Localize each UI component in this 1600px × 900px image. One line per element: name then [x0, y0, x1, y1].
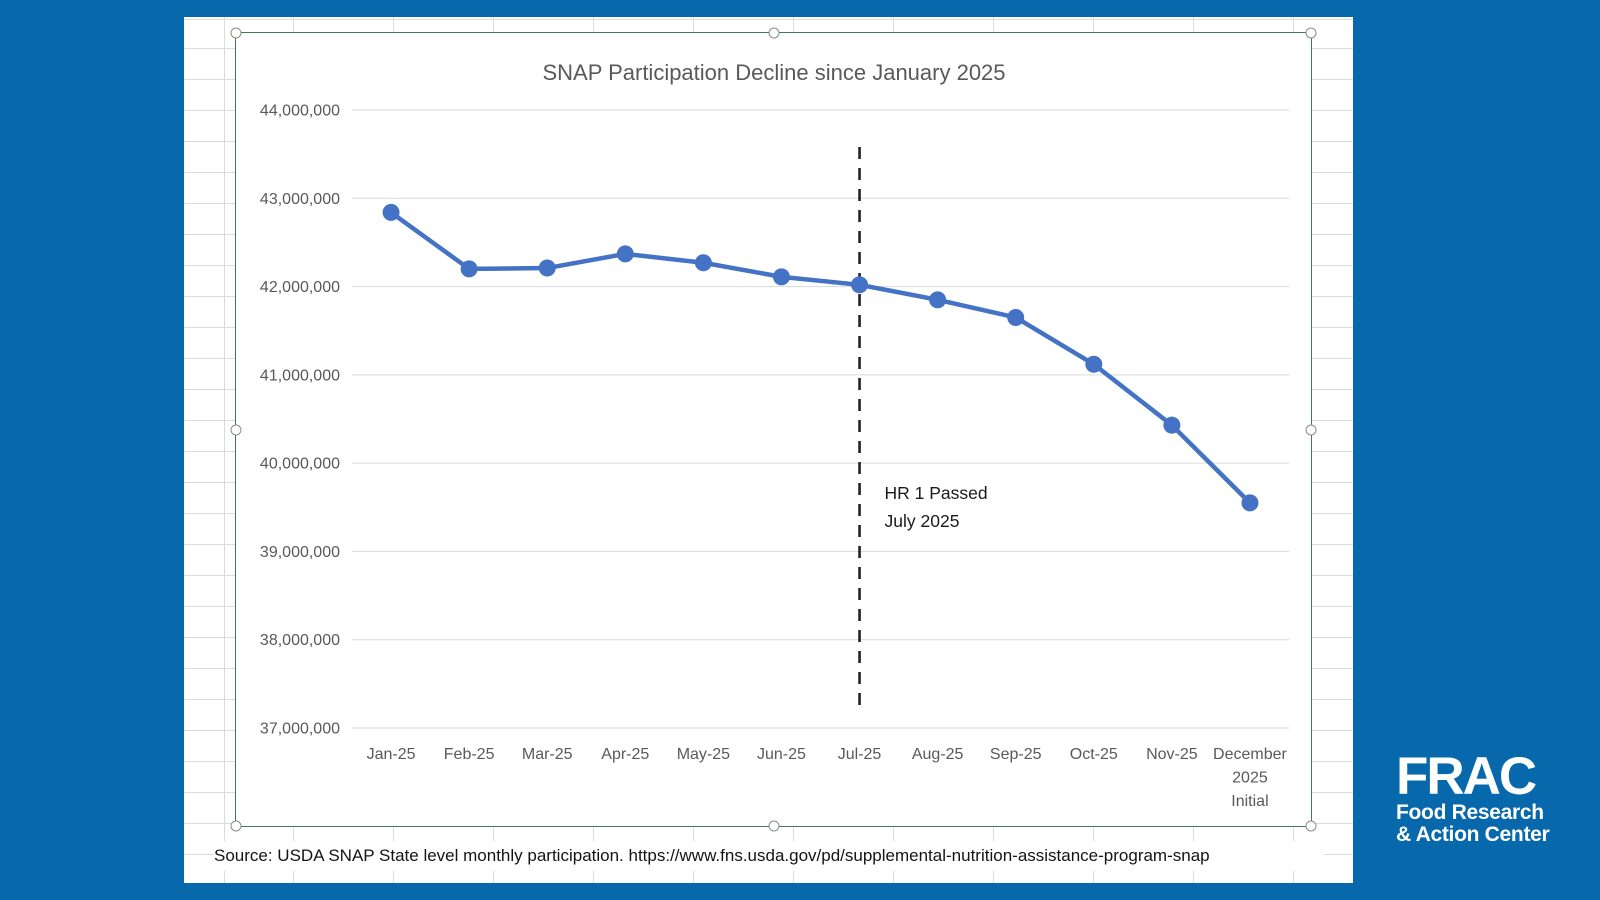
frac-logo-line1: Food Research [1396, 801, 1544, 824]
series-line [389, 210, 1253, 506]
y-tick-label: 38,000,000 [260, 633, 340, 650]
x-tick-label: Feb-25 [444, 746, 495, 763]
data-point-marker [929, 291, 947, 309]
selection-handle-nw[interactable] [230, 27, 242, 39]
x-tick-label: Jun-25 [757, 746, 806, 763]
data-point-marker [617, 245, 635, 263]
selection-handle-w[interactable] [230, 424, 242, 435]
data-point-marker [1241, 494, 1259, 512]
x-tick-label: Jul-25 [838, 746, 882, 763]
selection-handle-se[interactable] [1305, 820, 1317, 832]
y-tick-label: 39,000,000 [260, 544, 340, 561]
data-point-marker [382, 204, 400, 222]
data-point-marker [695, 254, 713, 272]
selection-handle-ne[interactable] [1305, 27, 1317, 39]
annotation-text: HR 1 Passed [885, 483, 988, 503]
y-tick-label: 43,000,000 [260, 191, 340, 208]
x-tick-label: December 2025 Initial [1213, 746, 1287, 810]
y-tick-label: 41,000,000 [260, 368, 340, 385]
x-tick-label: Sep-25 [990, 746, 1042, 763]
chart-object[interactable]: 37,000,000 38,000,000 39,000,000 40,000,000… [230, 27, 1317, 832]
spreadsheet-panel: 37,000,000 38,000,000 39,000,000 40,000,000… [184, 17, 1353, 883]
x-tick-label: Jan-25 [367, 746, 416, 763]
frac-logo-line2: & Action Center [1396, 823, 1550, 846]
x-tick-label: Oct-25 [1070, 746, 1118, 763]
y-tick-label: 40,000,000 [260, 456, 340, 473]
data-point-marker [1007, 309, 1025, 327]
chart-title: SNAP Participation Decline since January… [543, 60, 1006, 85]
selection-handle-s[interactable] [768, 820, 779, 832]
x-tick-label: Apr-25 [602, 746, 650, 763]
data-point-marker [539, 259, 557, 277]
chart-canvas: 37,000,000 38,000,000 39,000,000 40,000,000… [260, 60, 1290, 810]
source-note: Source: USDA SNAP State level monthly pa… [214, 841, 1324, 871]
selection-handle-n[interactable] [768, 27, 779, 39]
selection-handle-e[interactable] [1305, 424, 1317, 435]
y-tick-label: 42,000,000 [260, 279, 340, 296]
x-tick-label: Nov-25 [1146, 746, 1198, 763]
data-point-marker [461, 260, 479, 278]
data-point-marker [851, 276, 869, 294]
selection-handle-sw[interactable] [230, 820, 242, 832]
x-tick-label: May-25 [677, 746, 730, 763]
data-point-marker [773, 268, 791, 286]
x-tick-label: Aug-25 [912, 746, 964, 763]
x-tick-label: Mar-25 [522, 746, 573, 763]
frac-logo-acronym: FRAC [1396, 747, 1537, 806]
data-point-marker [1085, 356, 1103, 374]
y-tick-label: 37,000,000 [260, 721, 340, 738]
frac-logo: FRAC Food Research & Action Center [1396, 747, 1550, 846]
annotation-text: July 2025 [885, 511, 960, 531]
data-point-marker [1163, 417, 1181, 435]
y-tick-label: 44,000,000 [260, 103, 340, 120]
